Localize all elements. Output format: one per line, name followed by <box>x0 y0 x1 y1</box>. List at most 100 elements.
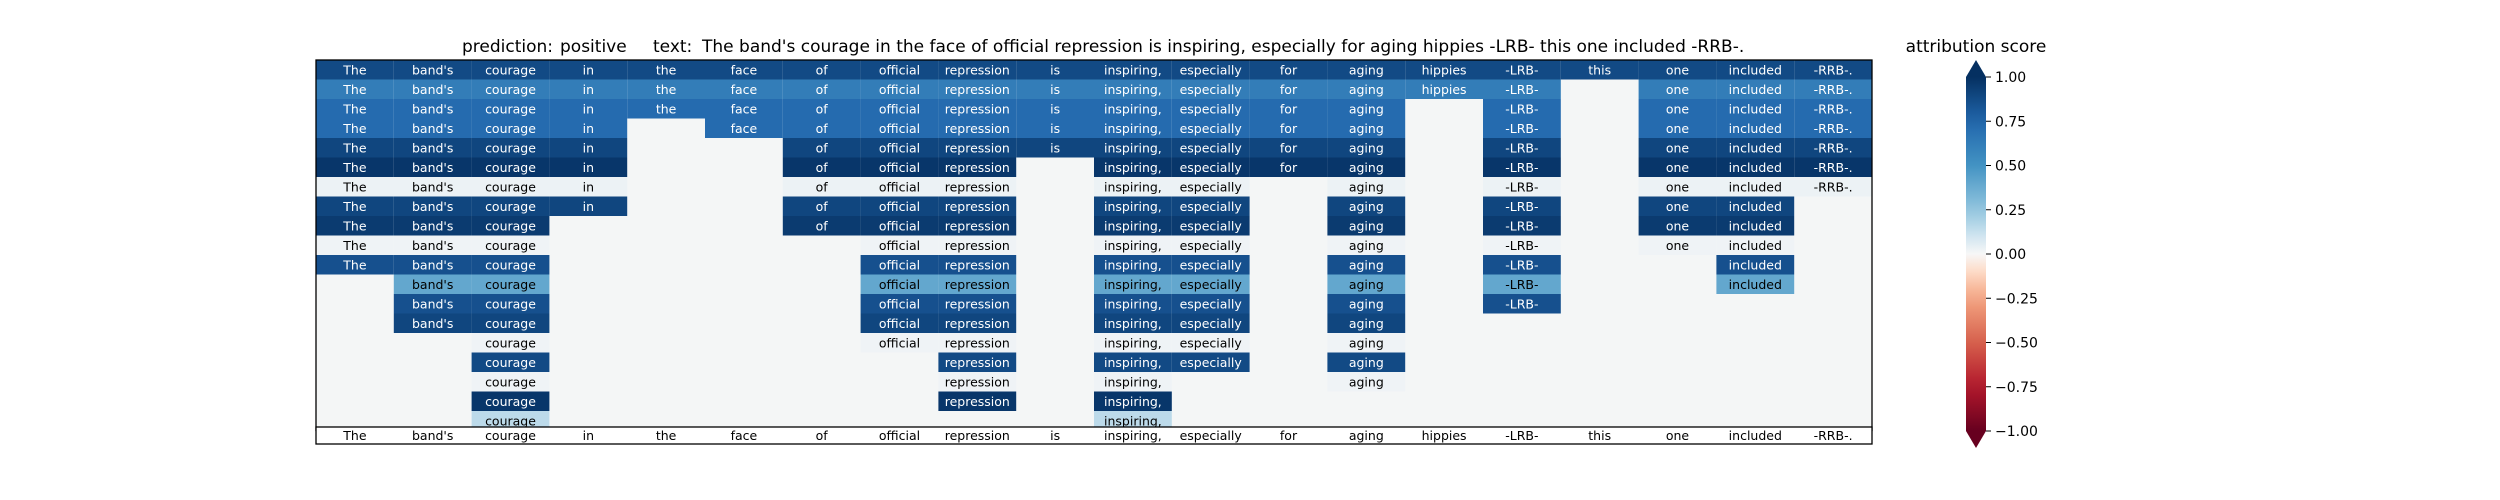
heatmap-cell <box>1794 79 1872 99</box>
cell-token-label: aging <box>1349 199 1384 214</box>
heatmap-cell <box>471 313 550 333</box>
heatmap-cell <box>1094 294 1172 314</box>
colorbar-tick-label: 0.25 <box>1995 203 2026 219</box>
cell-token-label: -LRB- <box>1505 82 1538 97</box>
cell-token-label: official <box>879 62 920 77</box>
heatmap-cell <box>1716 196 1795 216</box>
cell-token-label: repression <box>945 238 1010 253</box>
heatmap-cell <box>471 391 550 411</box>
cell-token-label: repression <box>945 101 1010 116</box>
cell-token-label: in <box>583 101 594 116</box>
cell-token-label: the <box>656 101 677 116</box>
heatmap-cell <box>1249 157 1328 177</box>
heatmap-cell <box>860 333 939 353</box>
cell-token-label: inspiring, <box>1104 277 1162 292</box>
cell-token-label: in <box>583 121 594 136</box>
heatmap-cell <box>471 255 550 275</box>
cell-token-label: band's <box>412 82 453 97</box>
cell-token-label: band's <box>412 62 453 77</box>
heatmap-cell <box>1483 157 1561 177</box>
heatmap-cell <box>1171 99 1250 119</box>
heatmap-cell <box>938 372 1017 392</box>
heatmap-cell <box>1327 99 1406 119</box>
heatmap-cell <box>1094 391 1172 411</box>
heatmap-cell <box>471 294 550 314</box>
heatmap-cell <box>1171 352 1250 372</box>
cell-token-label: aging <box>1349 121 1384 136</box>
cell-token-label: inspiring, <box>1104 296 1162 311</box>
heatmap-cell <box>1249 79 1328 99</box>
colorbar-extend-top <box>1966 60 1986 77</box>
cell-token-label: -RRB-. <box>1814 140 1853 155</box>
cell-token-label: included <box>1729 277 1782 292</box>
cell-token-label: one <box>1666 101 1690 116</box>
heatmap-cell <box>471 60 550 80</box>
heatmap-cell <box>1327 216 1406 236</box>
colorbar-title: attribution score <box>1906 37 2047 57</box>
heatmap-cell <box>393 118 472 138</box>
heatmap-cell <box>1327 235 1406 255</box>
cell-token-label: band's <box>412 296 453 311</box>
heatmap-cell <box>938 313 1017 333</box>
cell-token-label: repression <box>945 335 1010 350</box>
heatmap-cell <box>860 99 939 119</box>
heatmap-cell <box>393 274 472 294</box>
cell-token-label: band's <box>412 277 453 292</box>
heatmap-cell <box>1716 118 1795 138</box>
cell-token-label: especially <box>1180 277 1243 292</box>
heatmap-cell <box>1094 196 1172 216</box>
cell-token-label: inspiring, <box>1104 140 1162 155</box>
heatmap-cell <box>316 79 394 99</box>
heatmap-cell <box>1327 274 1406 294</box>
heatmap-cell <box>1171 313 1250 333</box>
heatmap-cell <box>1171 177 1250 197</box>
cell-token-label: one <box>1666 218 1690 233</box>
colorbar-tick-label: −0.25 <box>1995 291 2038 307</box>
heatmap-cell <box>316 99 394 119</box>
heatmap-cell <box>938 294 1017 314</box>
cell-token-label: -LRB- <box>1505 218 1538 233</box>
heatmap-cell <box>705 99 783 119</box>
cell-token-label: courage <box>485 101 536 116</box>
cell-token-label: The <box>342 160 367 175</box>
cell-token-label: aging <box>1349 238 1384 253</box>
heatmap-cell <box>860 196 939 216</box>
reference-token: included <box>1729 428 1782 443</box>
heatmap-cell <box>393 216 472 236</box>
heatmap-cell <box>1638 118 1717 138</box>
heatmap-cell <box>1171 196 1250 216</box>
heatmap-cell <box>1716 138 1795 158</box>
heatmap-cell <box>471 235 550 255</box>
cell-token-label: courage <box>485 257 536 272</box>
heatmap-cell <box>938 157 1017 177</box>
heatmap-cells: The band's courage in the face of official repre… <box>315 59 1873 432</box>
heatmap-cell <box>1405 60 1483 80</box>
cell-token-label: included <box>1729 257 1782 272</box>
heatmap-cell <box>860 255 939 275</box>
heatmap-cell <box>1483 118 1561 138</box>
cell-token-label: repression <box>945 355 1010 370</box>
cell-token-label: official <box>879 277 920 292</box>
cell-token-label: band's <box>412 179 453 194</box>
heatmap-cell <box>1638 99 1717 119</box>
cell-token-label: inspiring, <box>1104 101 1162 116</box>
colorbar: 1.00 0.75 0.50 0.25 0.00 −0.25 −0.50 −0.75 −1.00 <box>1966 60 2038 448</box>
heatmap-cell <box>1327 255 1406 275</box>
heatmap-cell <box>1094 157 1172 177</box>
cell-token-label: courage <box>485 179 536 194</box>
heatmap-cell <box>1716 177 1795 197</box>
heatmap-cell <box>782 196 861 216</box>
colorbar-tick-label: 1.00 <box>1995 70 2026 86</box>
heatmap-cell <box>860 177 939 197</box>
cell-token-label: The <box>342 218 367 233</box>
cell-token-label: courage <box>485 199 536 214</box>
cell-token-label: aging <box>1349 82 1384 97</box>
heatmap-cell <box>1094 177 1172 197</box>
cell-token-label: in <box>583 179 594 194</box>
heatmap-cell <box>316 196 394 216</box>
heatmap-cell <box>1094 333 1172 353</box>
heatmap-cell <box>938 196 1017 216</box>
heatmap-cell <box>938 391 1017 411</box>
heatmap-cell <box>938 255 1017 275</box>
